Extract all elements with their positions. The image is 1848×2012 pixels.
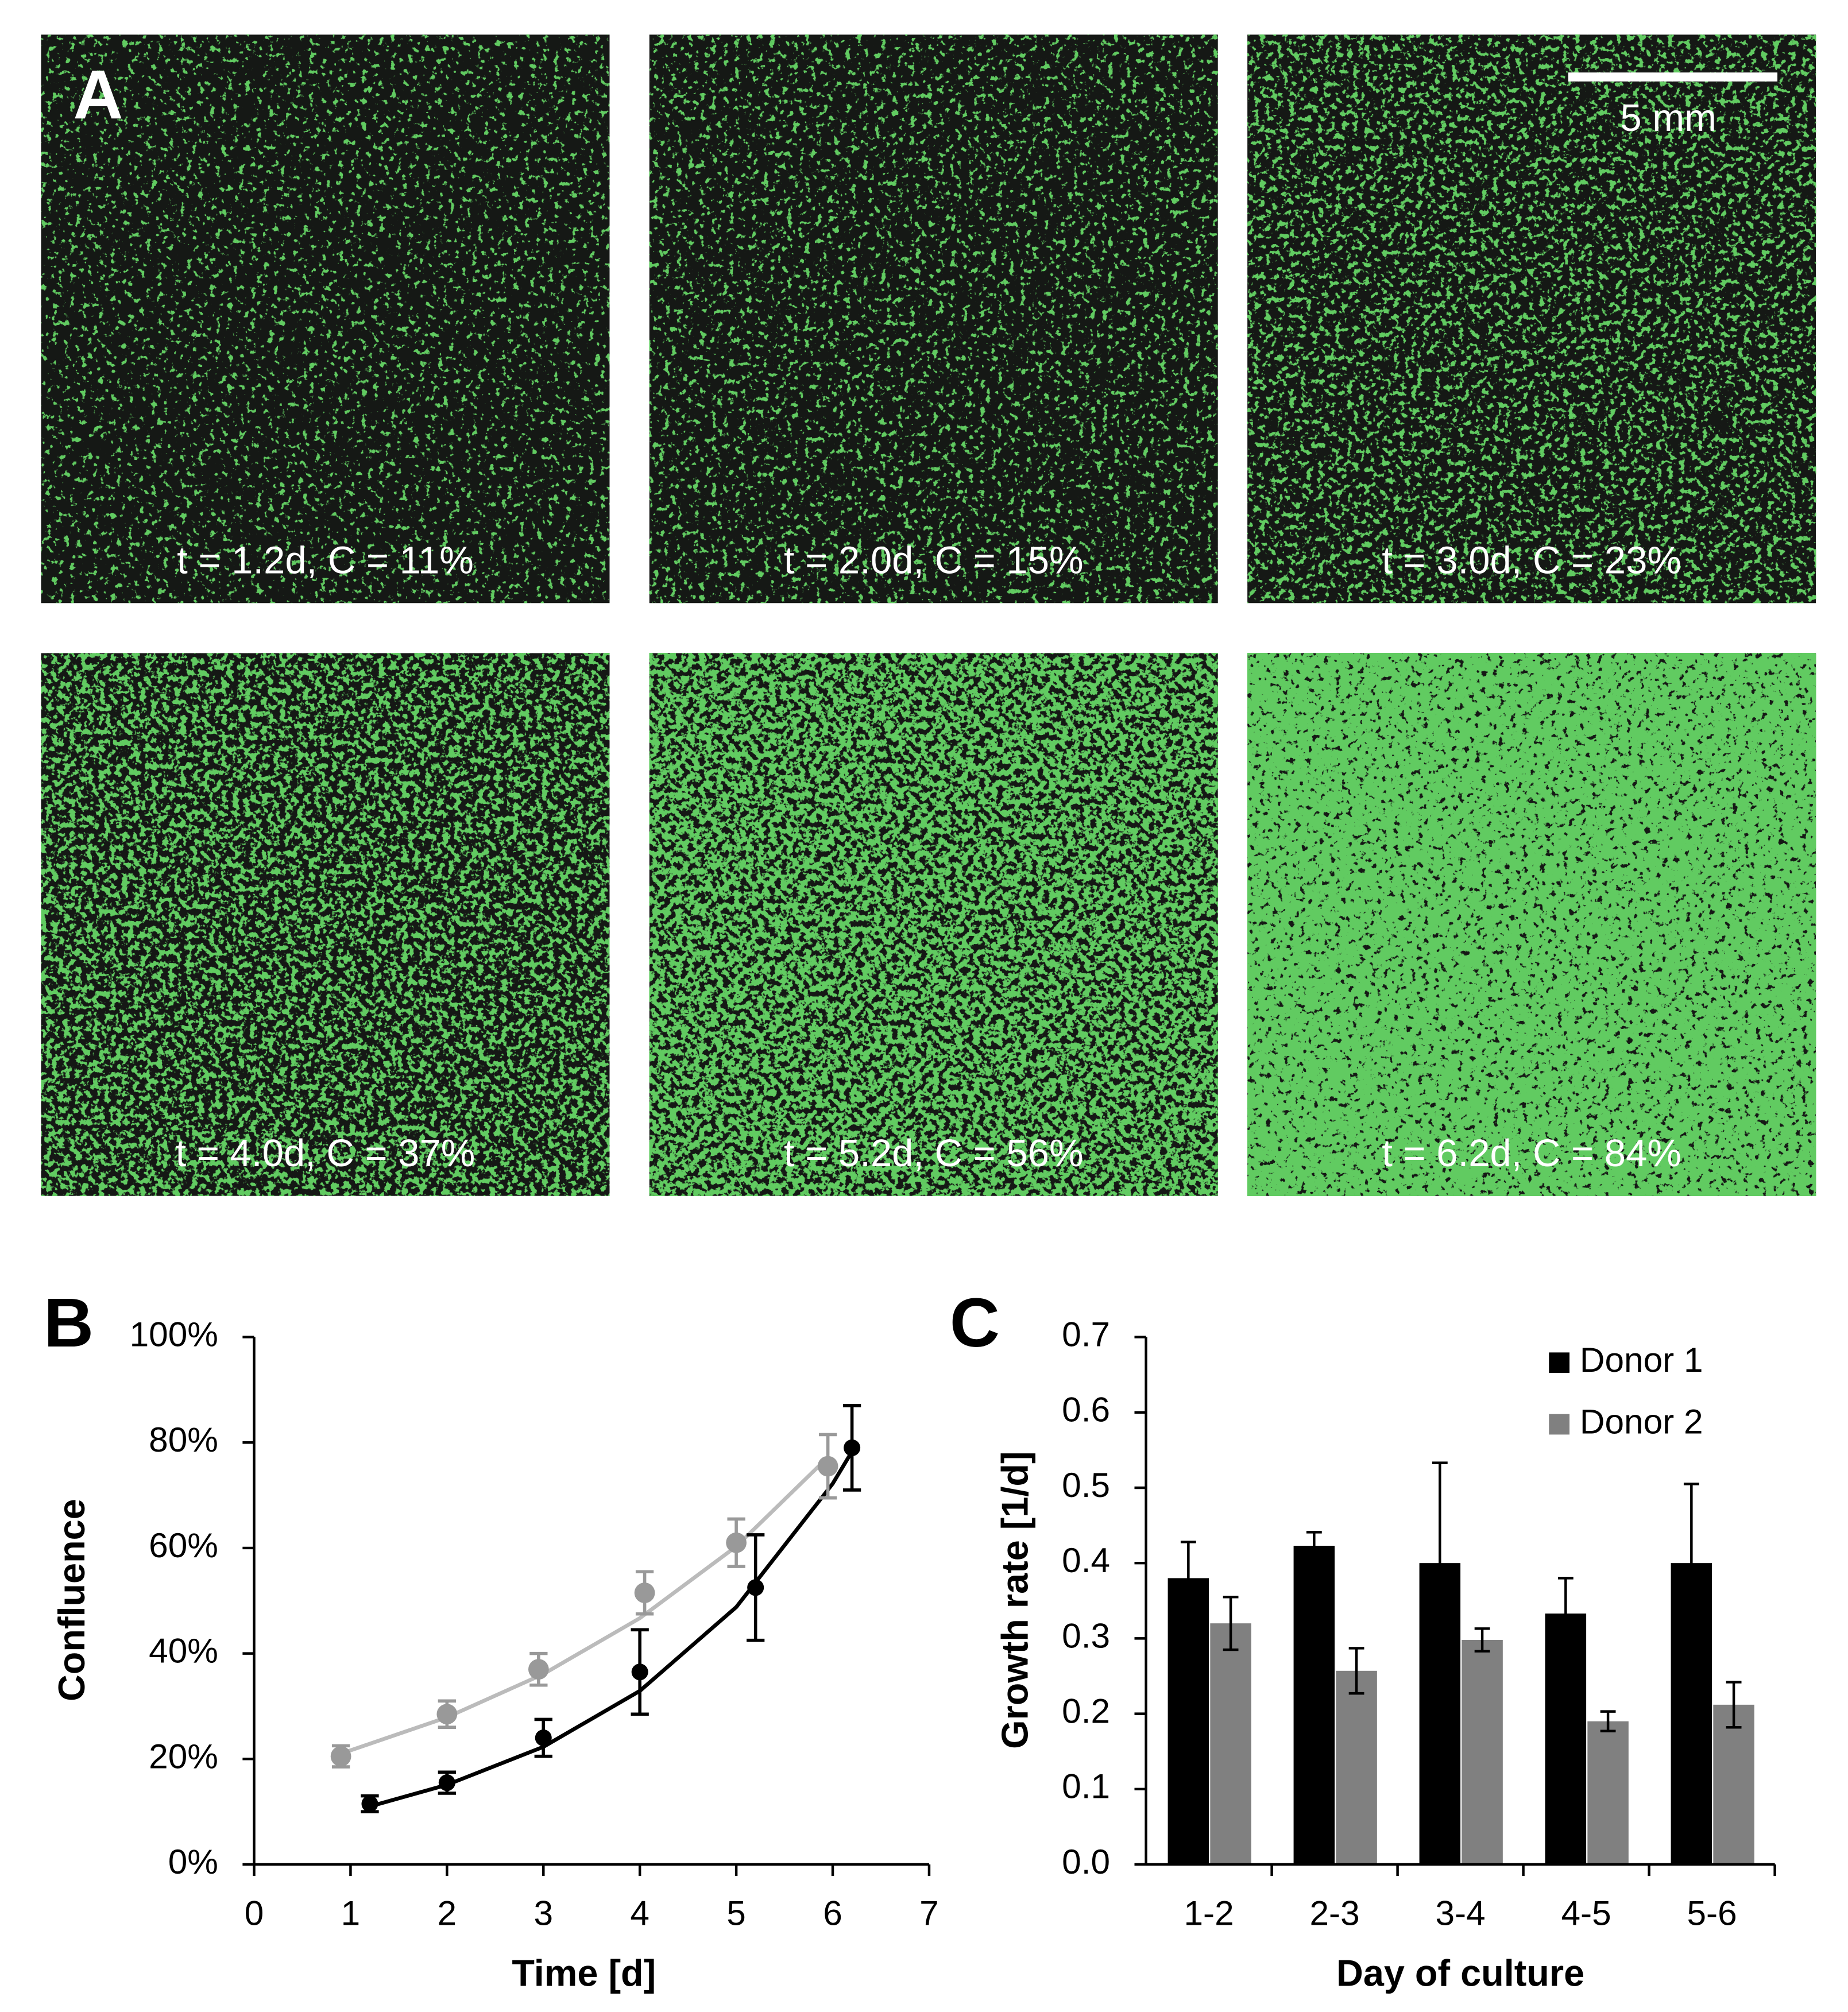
error-bar	[1683, 1483, 1699, 1644]
bar	[1210, 1623, 1251, 1865]
data-point	[747, 1579, 764, 1596]
data-point	[631, 1663, 648, 1681]
x-axis-title: Day of culture	[1336, 1952, 1584, 1994]
error-bar	[1726, 1681, 1742, 1729]
x-tick-label: 2-3	[1310, 1893, 1360, 1932]
data-point	[726, 1532, 747, 1553]
image-label: t = 6.2d, C = 84%	[1382, 1132, 1681, 1175]
micrograph	[41, 34, 610, 603]
y-axis-title: Growth rate [1/d]	[993, 1451, 1035, 1748]
y-tick-label: 0.0	[1062, 1842, 1110, 1881]
y-tick-label: 0.7	[1062, 1314, 1110, 1353]
micrograph	[649, 653, 1218, 1196]
legend-swatch	[1549, 1414, 1570, 1435]
legend-label: Donor 1	[1580, 1340, 1703, 1379]
x-tick-label: 1	[341, 1893, 361, 1932]
data-point	[361, 1795, 378, 1812]
error-bar	[1306, 1531, 1322, 1561]
x-tick-label: 7	[919, 1893, 939, 1932]
x-tick-label: 2	[438, 1893, 457, 1932]
x-tick-label: 1-2	[1184, 1893, 1234, 1932]
y-tick-label: 0.3	[1062, 1616, 1110, 1655]
bar	[1293, 1545, 1335, 1865]
data-point	[436, 1704, 458, 1725]
bar	[1336, 1670, 1377, 1865]
y-tick-label: 0.5	[1062, 1465, 1110, 1504]
legend-swatch	[1549, 1352, 1570, 1373]
panel-letter: B	[44, 1284, 94, 1361]
y-tick-label: 0.1	[1062, 1767, 1110, 1806]
bar	[1545, 1614, 1587, 1865]
x-tick-label: 4-5	[1561, 1893, 1611, 1932]
scale-bar-label: 5 mm	[1620, 96, 1716, 140]
y-tick-label: 0.6	[1062, 1390, 1110, 1429]
image-label: t = 3.0d, C = 23%	[1382, 539, 1681, 582]
bar	[1462, 1640, 1503, 1865]
error-bar	[1223, 1595, 1239, 1651]
x-tick-label: 5-6	[1687, 1893, 1737, 1932]
image-label: t = 4.0d, C = 37%	[176, 1132, 475, 1175]
y-tick-label: 0.2	[1062, 1692, 1110, 1731]
micrograph	[1247, 653, 1816, 1196]
y-tick-label: 60%	[149, 1526, 218, 1565]
x-tick-label: 3	[533, 1893, 553, 1932]
error-bar	[1474, 1627, 1490, 1653]
error-bar	[1180, 1541, 1196, 1616]
x-tick-label: 0	[245, 1893, 264, 1932]
y-tick-label: 0%	[168, 1842, 218, 1881]
data-point	[330, 1746, 351, 1767]
x-tick-label: 6	[823, 1893, 842, 1932]
image-label: t = 1.2d, C = 11%	[177, 539, 474, 582]
y-tick-label: 80%	[149, 1420, 218, 1459]
bar	[1713, 1704, 1754, 1865]
panel-letter: A	[73, 56, 123, 133]
fit-curve	[340, 1456, 829, 1756]
data-point	[844, 1439, 861, 1456]
bar	[1167, 1578, 1209, 1865]
y-tick-label: 100%	[130, 1314, 218, 1353]
data-point	[438, 1774, 455, 1792]
error-bar	[1432, 1461, 1448, 1665]
x-tick-label: 3-4	[1436, 1893, 1486, 1932]
micrograph	[41, 653, 610, 1196]
legend-label: Donor 2	[1580, 1402, 1703, 1441]
data-point	[528, 1659, 549, 1680]
x-axis-title: Time [d]	[512, 1952, 656, 1994]
image-label: t = 2.0d, C = 15%	[784, 539, 1084, 582]
error-bar	[1600, 1710, 1616, 1733]
y-tick-label: 0.4	[1062, 1541, 1110, 1580]
error-bar	[1557, 1577, 1573, 1650]
data-point	[634, 1582, 655, 1603]
y-tick-label: 40%	[149, 1631, 218, 1670]
bar	[1587, 1721, 1629, 1865]
image-label: t = 5.2d, C = 56%	[784, 1132, 1084, 1175]
data-point	[535, 1729, 552, 1747]
y-axis-title: Confluence	[51, 1499, 92, 1701]
data-point	[817, 1456, 838, 1477]
panel-letter: C	[950, 1284, 1000, 1361]
error-bar	[1348, 1647, 1364, 1695]
y-tick-label: 20%	[149, 1736, 218, 1775]
micrograph	[649, 34, 1218, 603]
x-tick-label: 4	[630, 1893, 649, 1932]
micrograph	[1247, 34, 1816, 603]
x-tick-label: 5	[726, 1893, 746, 1932]
